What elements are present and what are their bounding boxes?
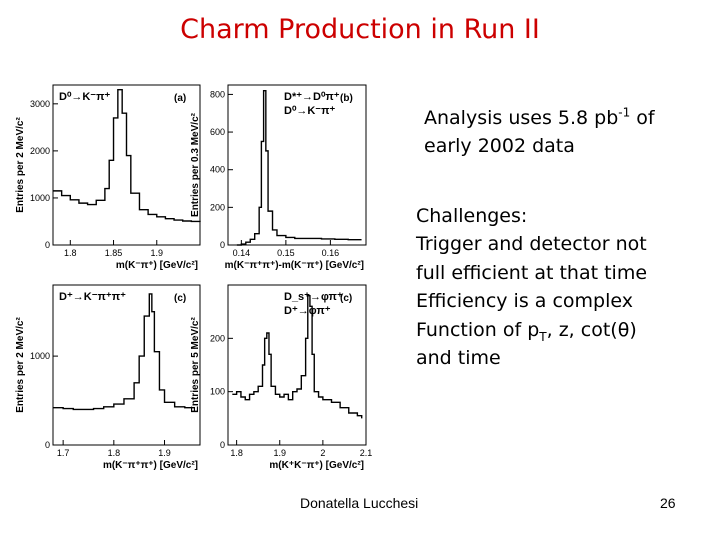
y-tick-label: 0 [45,240,50,250]
y-tick-label: 3000 [30,99,50,109]
x-tick-label: 1.8 [230,448,243,458]
histogram-series [232,294,363,419]
x-tick-label: 1.8 [64,248,77,258]
x-axis-label: m(K⁻π⁺π⁺)-m(K⁻π⁺) [GeV/c²] [225,260,364,271]
process-label: D⁰→K⁻π⁺ [59,91,111,103]
panel-tag: (c) [340,293,352,304]
challenges-text: Challenges: Trigger and detector not ful… [416,202,716,372]
x-axis-label: m(K⁻π⁺π⁺) [GeV/c²] [103,460,198,471]
histogram-series [236,89,362,246]
y-tick-label: 0 [220,240,225,250]
plot-frame [52,84,201,246]
y-tick-label: 600 [210,127,225,137]
analysis-text: Analysis uses 5.8 pb-1 of early 2002 dat… [424,104,714,160]
y-axis-label: Entries per 2 MeV/c² [15,117,26,213]
y-tick-label: 1000 [30,351,50,361]
x-tick-label: 1.85 [105,248,123,258]
y-tick-label: 0 [45,440,50,450]
x-axis-label: m(K⁺K⁻π⁺) [GeV/c²] [269,460,364,471]
y-tick-label: 200 [210,333,225,343]
y-tick-label: 200 [210,202,225,212]
x-tick-label: 1.9 [158,448,171,458]
x-tick-label: 1.8 [108,448,121,458]
slide-title: Charm Production in Run II [180,14,540,45]
x-axis-label: m(K⁻π⁺) [GeV/c²] [116,260,198,271]
x-tick-label: 2.1 [360,448,373,458]
y-tick-label: 400 [210,165,225,175]
panel-tag: (a) [174,93,186,104]
plot-frame [227,84,367,246]
y-tick-label: 800 [210,89,225,99]
x-tick-label: 1.9 [151,248,164,258]
analysis-line-1: Analysis uses 5.8 pb-1 of [424,105,655,129]
process-label: D⁰→K⁻π⁺ [284,105,336,117]
plot-frame [52,284,201,446]
y-tick-label: 2000 [30,146,50,156]
chart-panel-4: 1.8 1.9 2 2.1 0 100 200 m(K⁺K⁻π⁺) [GeV/c²] Entri… [190,284,373,471]
histogram-series [53,293,195,411]
challenges-line-1: Trigger and detector not [416,233,647,256]
process-label: D_s⁺→φπ⁺ [284,291,343,303]
chart-panel-2: 0.14 0.15 0.16 0 200 400 600 800 m(K⁻π⁺π⁺)-m(K⁻π… [190,84,367,271]
plot-frame [227,284,367,446]
x-tick-label: 1.9 [273,448,286,458]
chart-panel-3: 1.7 1.8 1.9 0 1000 m(K⁻π⁺π⁺) [GeV/c²] Entries … [15,284,201,471]
y-axis-label: Entries per 0.3 MeV/c² [190,112,201,217]
process-label: D*⁺→D⁰π⁺ [284,91,340,103]
x-tick-label: 0.16 [322,248,340,258]
process-label: D⁺→φπ⁺ [284,305,331,317]
x-tick-label: 0.14 [233,248,251,258]
y-tick-label: 100 [210,387,225,397]
challenges-line-4: Function of pT, z, cot(θ) [416,318,637,344]
y-axis-label: Entries per 2 MeV/c² [15,317,26,413]
panel-tag: (c) [174,293,186,304]
y-tick-label: 1000 [30,193,50,203]
challenges-line-3: Efficiency is a complex [416,290,633,313]
y-tick-label: 0 [220,440,225,450]
process-label: D⁺→K⁻π⁺π⁺ [59,291,126,303]
x-tick-label: 2 [320,448,325,458]
analysis-line-2: early 2002 data [424,135,575,157]
x-tick-label: 0.15 [277,248,295,258]
challenges-line-5: and time [416,347,501,370]
x-tick-label: 1.7 [57,448,70,458]
challenges-heading: Challenges: [416,205,528,227]
page-number: 26 [660,495,676,511]
footer-author: Donatella Lucchesi [300,495,419,511]
panel-tag: (b) [340,93,353,104]
chart-panel-1: 1.8 1.85 1.9 0 1000 2000 3000 m(K⁻π⁺) [GeV/c²] E… [15,84,201,271]
y-axis-label: Entries per 5 MeV/c² [190,317,201,413]
challenges-line-2: full efficient at that time [416,261,648,284]
histogram-series [53,89,201,223]
